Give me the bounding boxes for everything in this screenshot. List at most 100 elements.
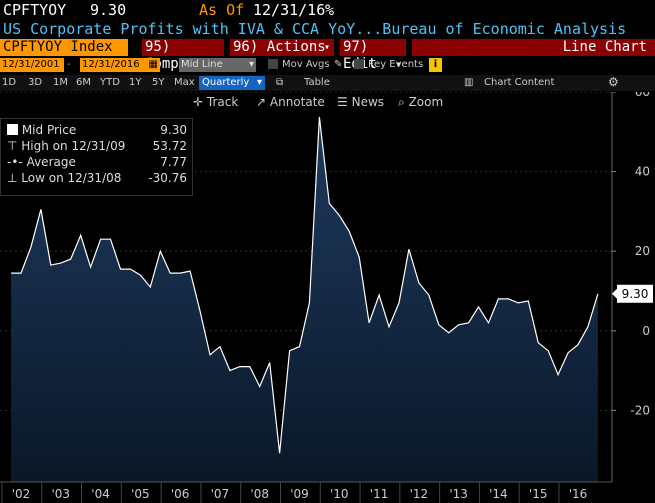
x-tick-label: '03 <box>51 487 70 501</box>
period-6m[interactable]: 6M <box>76 77 91 88</box>
compare-button[interactable]: 95) Compare <box>142 39 224 72</box>
last-value-marker: 9.30 <box>612 284 653 303</box>
average-marker-icon: -•- <box>7 155 23 169</box>
actions-label: 96) Actions <box>233 39 326 55</box>
area-fill <box>11 117 598 482</box>
x-tick-label: '16 <box>569 487 588 501</box>
zoom-icon: ⌕ <box>398 95 405 109</box>
legend-mid-value: 9.30 <box>160 123 187 137</box>
toolbar: CPFTYOY Index 95) Compare 96) Actions ▾ 9… <box>0 38 655 72</box>
last-price: 9.30 <box>90 1 127 19</box>
period-1y[interactable]: 1Y <box>129 77 142 88</box>
y-axis: -20 0 20 40 60 <box>611 92 650 482</box>
period-5y[interactable]: 5Y <box>152 77 165 88</box>
news-icon: ☰ <box>337 95 348 109</box>
track-tool[interactable]: ✛ Track <box>193 95 238 109</box>
x-tick-label: '12 <box>410 487 429 501</box>
x-tick-label: '15 <box>529 487 548 501</box>
last-value-pointer <box>612 288 617 299</box>
edit-button[interactable]: 97) Edit▾ <box>340 39 406 72</box>
x-tick-label: '09 <box>290 487 309 501</box>
legend-high-value: 53.72 <box>152 139 187 153</box>
zoom-label: Zoom <box>408 95 444 109</box>
as-of-label: As Of <box>199 1 245 19</box>
pencil-icon[interactable]: ✎ <box>334 59 343 70</box>
index-label[interactable]: CPFTYOY Index <box>0 39 128 56</box>
key-events-label: Key Events <box>368 59 424 70</box>
legend-average-label: Average <box>26 155 76 169</box>
chart-content-icon: ▥ <box>464 77 474 88</box>
legend-low-label: Low on 12/31/08 <box>21 171 122 185</box>
legend-average-value: 7.77 <box>160 155 187 169</box>
annotate-icon: ↗ <box>256 95 267 109</box>
x-tick-label: '06 <box>171 487 190 501</box>
legend-box: Mid Price 9.30 ⊤ High on 12/31/09 53.72 … <box>0 118 193 196</box>
end-date-input[interactable]: 12/31/2016 ▦ <box>80 58 160 72</box>
date-controls: 12/31/2001 - 12/31/2016 ▦ Mid Line ▾ Mov A… <box>0 57 655 74</box>
actions-button[interactable]: 96) Actions ▾ <box>230 39 334 56</box>
low-marker-icon: ⊥ <box>7 171 18 185</box>
high-marker-icon: ⊤ <box>7 139 18 153</box>
end-date-value: 12/31/2016 <box>82 59 140 70</box>
x-axis: '02 '03 '04 '05 '06 '07 '08 '09 '10 '11 '12 '13 '14 '… <box>0 481 612 503</box>
info-icon[interactable]: i <box>429 58 442 72</box>
ticker-bar: CPFTYOY 9.30 As Of 12/31/16 % <box>0 0 655 19</box>
period-3d[interactable]: 3D <box>28 77 43 88</box>
title-bar: US Corporate Profits with IVA & CCA YoY.… <box>0 19 655 38</box>
annotate-tool[interactable]: ↗ Annotate <box>256 95 325 109</box>
frequency-dropdown-icon: ▾ <box>256 77 262 88</box>
frequency-value: Quarterly <box>202 77 250 88</box>
y-tick-label: 60 <box>635 92 650 99</box>
start-date-input[interactable]: 12/31/2001 <box>0 58 64 72</box>
frequency-select[interactable]: Quarterly ▾ <box>199 76 265 90</box>
line-type-select[interactable]: Mid Line ▾ <box>179 58 256 72</box>
legend-high: ⊤ High on 12/31/09 53.72 <box>7 139 193 154</box>
period-max[interactable]: Max <box>174 77 195 88</box>
x-tick-label: '11 <box>370 487 389 501</box>
ticker: CPFTYOY <box>3 1 67 19</box>
settings-gear-icon[interactable]: ⚙ <box>608 75 619 89</box>
key-events-checkbox[interactable] <box>354 59 364 69</box>
period-ytd[interactable]: YTD <box>100 77 120 88</box>
series-line <box>11 116 599 454</box>
period-1m[interactable]: 1M <box>53 77 68 88</box>
x-tick-label: '05 <box>131 487 150 501</box>
line-type-value: Mid Line <box>181 59 223 70</box>
period-controls: 1D 3D 1M 6M YTD 1Y 5Y Max Quarterly ▾ ⧉ T… <box>0 75 655 91</box>
annotate-label: Annotate <box>269 95 325 109</box>
actions-dropdown-icon: ▾ <box>323 42 330 53</box>
last-value-badge <box>617 284 653 303</box>
chart-title: US Corporate Profits with IVA & CCA YoY.… <box>3 20 627 38</box>
news-tool[interactable]: ☰ News <box>337 95 384 109</box>
unit-label: % <box>325 1 335 19</box>
chart-view-icon[interactable]: ⧉ <box>276 77 284 88</box>
chart-area[interactable]: -20 0 20 40 60 '02 '03 '04 '05 '06 '07 '08 '09 '10 '1… <box>0 92 655 503</box>
track-label: Track <box>206 95 239 109</box>
legend-average: -•- Average 7.77 <box>7 155 193 170</box>
period-1d[interactable]: 1D <box>2 77 17 88</box>
x-tick-label: '07 <box>211 487 230 501</box>
y-tick-label: 20 <box>635 244 650 258</box>
line-chart-button[interactable]: Line Chart <box>412 39 655 56</box>
mov-avgs-label: Mov Avgs <box>282 59 330 70</box>
zoom-tool[interactable]: ⌕ Zoom <box>398 95 443 110</box>
legend-mid: Mid Price 9.30 <box>7 123 193 138</box>
y-tick-label: -20 <box>630 403 650 417</box>
legend-low-value: -30.76 <box>148 171 187 185</box>
x-tick-label: '02 <box>12 487 31 501</box>
x-tick-label: '04 <box>91 487 110 501</box>
x-tick-label: '13 <box>449 487 468 501</box>
chart-content-button[interactable]: Chart Content <box>484 77 555 88</box>
x-tick-label: '14 <box>489 487 508 501</box>
x-tick-label: '08 <box>250 487 269 501</box>
mov-avgs-checkbox[interactable] <box>268 59 278 69</box>
legend-mid-label: Mid Price <box>21 123 77 137</box>
calendar-icon: ▦ <box>148 59 158 70</box>
as-of-date: 12/31/16 <box>253 1 326 19</box>
news-label: News <box>351 95 385 109</box>
table-button[interactable]: Table <box>304 77 330 88</box>
y-tick-label: 40 <box>635 165 650 179</box>
line-type-dropdown-icon: ▾ <box>248 59 254 70</box>
y-tick-label: 0 <box>642 324 650 338</box>
edit-dropdown-icon: ▾ <box>395 59 402 70</box>
